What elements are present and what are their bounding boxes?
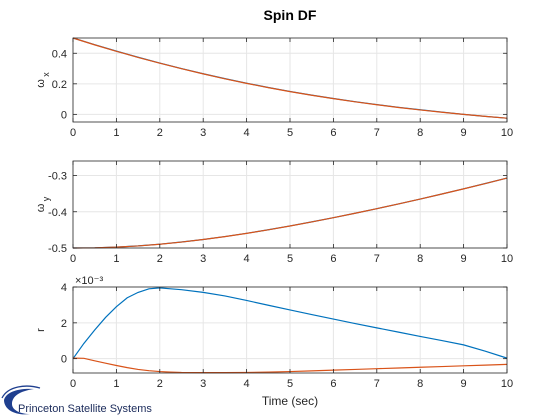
- swoosh-icon: [4, 388, 34, 415]
- y-axis-label: ω x: [35, 72, 51, 88]
- x-tick-label: 6: [330, 127, 336, 139]
- x-tick-label: 1: [113, 378, 119, 390]
- series-line-2: [72, 177, 508, 249]
- x-tick-label: 10: [501, 378, 513, 390]
- x-tick-label: 4: [244, 127, 250, 139]
- y-tick-label: 0: [61, 354, 67, 366]
- x-tick-label: 6: [330, 253, 336, 265]
- x-tick-label: 8: [417, 253, 423, 265]
- subplot-1: 0 1 2 3 4 5 6 7 8 9 10 0 0.2 0.4ω x: [35, 37, 513, 139]
- swoosh-arc-icon: [1, 385, 41, 399]
- x-tick-label: 10: [501, 253, 513, 265]
- x-tick-label: 6: [330, 378, 336, 390]
- x-tick-label: 4: [244, 378, 250, 390]
- x-tick-label: 5: [287, 378, 293, 390]
- logo: Princeton Satellite Systems: [1, 385, 152, 415]
- x-tick-label: 9: [461, 378, 467, 390]
- y-tick-label: 0.4: [52, 48, 67, 60]
- series-line-1: [72, 287, 508, 360]
- x-tick-label: 8: [417, 127, 423, 139]
- subplot-3: 0 1 2 3 4 5 6 7 8 9 10 0 2 4 ×10⁻³ r: [35, 275, 513, 390]
- logo-text: Princeton Satellite Systems: [18, 403, 152, 415]
- x-tick-label: 4: [244, 253, 250, 265]
- x-tick-label: 10: [501, 127, 513, 139]
- x-tick-label: 7: [374, 378, 380, 390]
- x-tick-label: 0: [70, 378, 76, 390]
- x-tick-label: 0: [70, 253, 76, 265]
- y-exponent-label: ×10⁻³: [75, 275, 103, 287]
- series-line-2: [72, 357, 508, 374]
- x-tick-label: 7: [374, 253, 380, 265]
- y-axis-label: r: [35, 328, 47, 332]
- y-tick-label: 2: [61, 318, 67, 330]
- x-tick-label: 1: [113, 127, 119, 139]
- y-tick-label: 0.2: [52, 79, 67, 91]
- y-tick-label: -0.3: [48, 171, 67, 183]
- x-tick-label: 3: [200, 127, 206, 139]
- x-axis-label: Time (sec): [262, 394, 318, 408]
- x-tick-label: 7: [374, 127, 380, 139]
- y-tick-label: 0: [61, 109, 67, 121]
- x-tick-label: 2: [157, 127, 163, 139]
- subplot-2: 0 1 2 3 4 5 6 7 8 9 10 -0.5 -0.4 -0.3 ω y: [35, 160, 513, 265]
- x-tick-label: 9: [461, 127, 467, 139]
- x-tick-label: 1: [113, 253, 119, 265]
- x-tick-label: 3: [200, 253, 206, 265]
- x-tick-label: 5: [287, 127, 293, 139]
- y-tick-label: -0.4: [48, 207, 67, 219]
- x-tick-label: 3: [200, 378, 206, 390]
- series-line-2: [72, 37, 508, 119]
- x-tick-label: 2: [157, 253, 163, 265]
- x-tick-label: 2: [157, 378, 163, 390]
- y-axis-label: ω y: [35, 196, 51, 212]
- x-tick-label: 0: [70, 127, 76, 139]
- y-tick-label: 4: [61, 282, 67, 294]
- x-tick-label: 8: [417, 378, 423, 390]
- y-tick-label: -0.5: [48, 243, 67, 255]
- chart-title: Spin DF: [264, 7, 317, 23]
- x-tick-label: 5: [287, 253, 293, 265]
- x-tick-label: 9: [461, 253, 467, 265]
